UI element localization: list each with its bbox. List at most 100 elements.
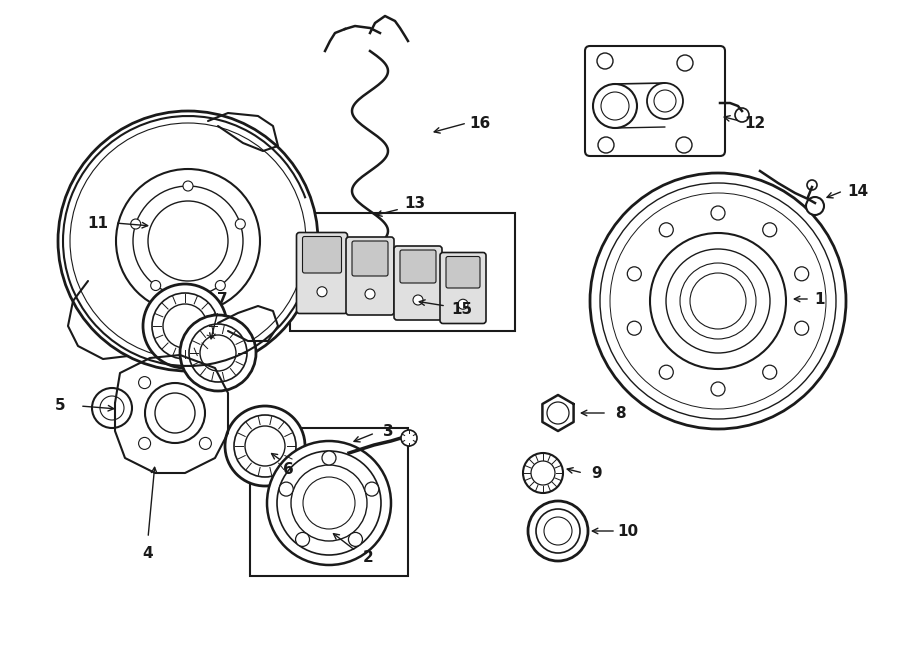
Circle shape <box>150 280 161 290</box>
Circle shape <box>235 219 246 229</box>
Text: 8: 8 <box>615 405 626 420</box>
Circle shape <box>322 451 336 465</box>
Text: 10: 10 <box>617 524 639 539</box>
Circle shape <box>531 461 555 485</box>
Circle shape <box>130 219 140 229</box>
Circle shape <box>145 383 205 443</box>
Circle shape <box>690 273 746 329</box>
Circle shape <box>523 453 563 493</box>
Circle shape <box>660 365 673 379</box>
Circle shape <box>100 396 124 420</box>
Text: 1: 1 <box>814 292 825 307</box>
Text: 6: 6 <box>283 461 293 477</box>
Text: 5: 5 <box>55 399 66 414</box>
Circle shape <box>536 509 580 553</box>
Circle shape <box>795 321 809 335</box>
Circle shape <box>610 193 826 409</box>
Text: 4: 4 <box>143 545 153 561</box>
Circle shape <box>547 402 569 424</box>
Circle shape <box>647 83 683 119</box>
Circle shape <box>133 186 243 296</box>
Circle shape <box>598 137 614 153</box>
Circle shape <box>215 280 225 290</box>
Circle shape <box>627 321 642 335</box>
Circle shape <box>627 267 642 281</box>
Text: 3: 3 <box>382 424 393 438</box>
Circle shape <box>139 438 150 449</box>
Text: 13: 13 <box>404 196 426 210</box>
Circle shape <box>677 55 693 71</box>
Text: 15: 15 <box>452 301 472 317</box>
Circle shape <box>666 249 770 353</box>
Circle shape <box>348 532 363 547</box>
Circle shape <box>401 430 417 446</box>
FancyBboxPatch shape <box>302 237 341 273</box>
Text: 12: 12 <box>744 116 766 130</box>
FancyBboxPatch shape <box>394 246 442 320</box>
Bar <box>250 428 408 576</box>
Circle shape <box>155 393 195 433</box>
Circle shape <box>676 137 692 153</box>
Circle shape <box>807 180 817 190</box>
FancyBboxPatch shape <box>296 233 347 313</box>
Circle shape <box>295 532 310 547</box>
Circle shape <box>365 289 375 299</box>
FancyBboxPatch shape <box>346 237 394 315</box>
Circle shape <box>735 108 749 122</box>
Circle shape <box>116 169 260 313</box>
Circle shape <box>279 482 293 496</box>
Circle shape <box>593 84 637 128</box>
Text: 7: 7 <box>217 292 228 307</box>
FancyBboxPatch shape <box>440 253 486 323</box>
Text: 11: 11 <box>87 215 109 231</box>
Circle shape <box>70 123 306 359</box>
Circle shape <box>152 293 218 359</box>
Circle shape <box>364 482 379 496</box>
Circle shape <box>180 315 256 391</box>
Circle shape <box>590 173 846 429</box>
Circle shape <box>711 206 725 220</box>
Circle shape <box>200 377 212 389</box>
Circle shape <box>528 501 588 561</box>
FancyBboxPatch shape <box>400 250 436 283</box>
Circle shape <box>660 223 673 237</box>
Circle shape <box>650 233 786 369</box>
Circle shape <box>139 377 150 389</box>
Circle shape <box>654 90 676 112</box>
Circle shape <box>600 183 836 419</box>
Circle shape <box>143 284 227 368</box>
Circle shape <box>200 335 236 371</box>
Circle shape <box>762 365 777 379</box>
Circle shape <box>189 324 247 382</box>
Circle shape <box>58 111 318 371</box>
Circle shape <box>680 263 756 339</box>
Circle shape <box>291 465 367 541</box>
Bar <box>290 213 515 331</box>
Circle shape <box>795 267 809 281</box>
Circle shape <box>234 415 296 477</box>
Circle shape <box>806 197 824 215</box>
Text: 16: 16 <box>470 116 490 130</box>
Text: 14: 14 <box>848 184 868 198</box>
Circle shape <box>200 438 212 449</box>
Circle shape <box>601 92 629 120</box>
FancyBboxPatch shape <box>585 46 725 156</box>
Circle shape <box>762 223 777 237</box>
Circle shape <box>413 295 423 305</box>
Text: 2: 2 <box>363 551 374 566</box>
Circle shape <box>317 287 327 297</box>
Circle shape <box>277 451 381 555</box>
Circle shape <box>245 426 285 466</box>
Circle shape <box>225 406 305 486</box>
Circle shape <box>148 201 228 281</box>
FancyBboxPatch shape <box>352 241 388 276</box>
FancyBboxPatch shape <box>446 256 480 288</box>
Circle shape <box>458 299 468 309</box>
Circle shape <box>163 304 207 348</box>
Circle shape <box>711 382 725 396</box>
Circle shape <box>544 517 572 545</box>
Circle shape <box>597 53 613 69</box>
Circle shape <box>183 181 193 191</box>
Circle shape <box>267 441 391 565</box>
Circle shape <box>92 388 132 428</box>
